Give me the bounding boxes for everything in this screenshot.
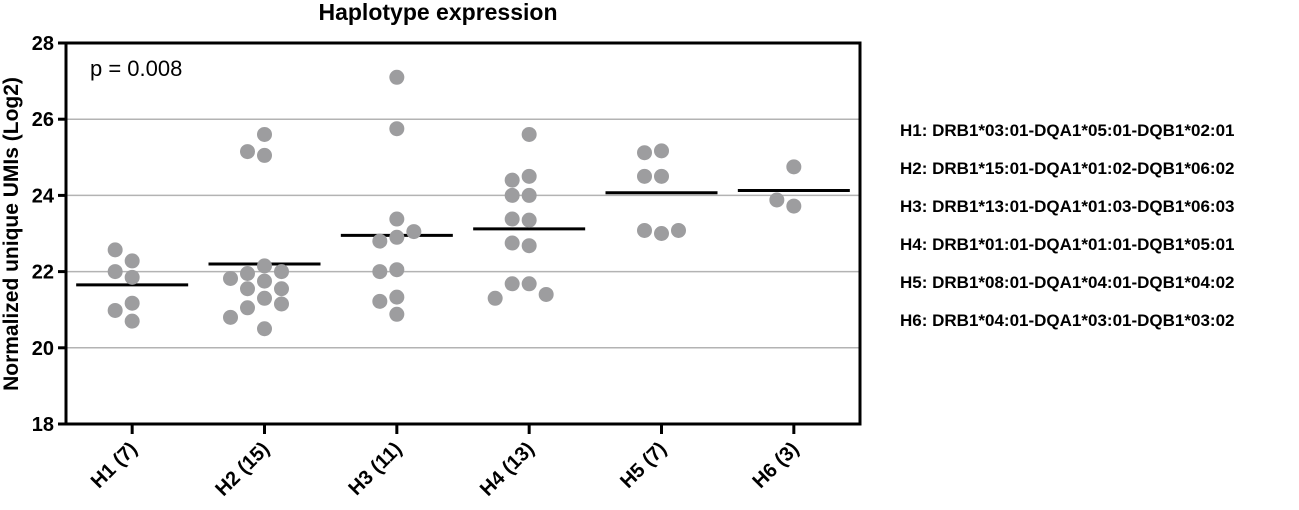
data-point bbox=[107, 302, 123, 318]
data-point bbox=[257, 147, 272, 163]
data-point bbox=[240, 281, 255, 297]
y-tick-label-20: 20 bbox=[32, 338, 54, 360]
data-point bbox=[654, 168, 669, 184]
data-point bbox=[654, 143, 669, 159]
x-tick-label-2: H2 (15) bbox=[211, 438, 274, 501]
y-tick-label-26: 26 bbox=[32, 109, 54, 131]
data-point bbox=[654, 226, 669, 241]
legend-item-h6: H6: DRB1*04:01-DQA1*03:01-DQB1*03:02 bbox=[900, 311, 1235, 330]
data-point bbox=[504, 211, 520, 227]
data-point bbox=[538, 286, 554, 302]
data-point bbox=[274, 281, 289, 297]
legend-item-h4: H4: DRB1*01:01-DQA1*01:01-DQB1*05:01 bbox=[900, 235, 1235, 254]
data-point bbox=[240, 266, 255, 282]
legend-item-h1: H1: DRB1*03:01-DQA1*05:01-DQB1*02:01 bbox=[900, 121, 1235, 140]
data-point bbox=[389, 306, 405, 322]
legend-item-h5: H5: DRB1*08:01-DQA1*04:01-DQB1*04:02 bbox=[900, 273, 1235, 292]
data-point bbox=[521, 126, 537, 142]
data-point bbox=[257, 273, 272, 289]
gridlines bbox=[66, 118, 860, 349]
data-point bbox=[389, 229, 405, 245]
data-point bbox=[389, 121, 405, 137]
data-point bbox=[124, 253, 140, 269]
x-tick-label-6: H6 (3) bbox=[749, 438, 804, 493]
x-tick-label-3: H3 (11) bbox=[344, 438, 406, 500]
y-axis-label: Normalized unique UMIs (Log2) bbox=[0, 77, 23, 391]
legend-item-h3: H3: DRB1*13:01-DQA1*01:03-DQB1*06:03 bbox=[900, 197, 1235, 216]
data-point bbox=[786, 198, 802, 214]
data-point bbox=[504, 187, 520, 203]
data-point bbox=[389, 262, 405, 278]
data-point bbox=[389, 289, 405, 305]
data-point bbox=[257, 258, 272, 274]
data-point bbox=[240, 300, 255, 316]
y-tick-label-18: 18 bbox=[32, 414, 54, 436]
data-point bbox=[274, 296, 289, 312]
data-point bbox=[521, 276, 537, 292]
data-points bbox=[107, 69, 802, 337]
plot-frame bbox=[64, 41, 862, 426]
data-point bbox=[223, 309, 238, 325]
data-point bbox=[521, 187, 537, 203]
x-axis-ticks: H1 (7) H2 (15) H3 (11) H4 (13) H5 (7) H6 (3) bbox=[87, 424, 804, 501]
data-point bbox=[637, 168, 652, 184]
data-point bbox=[107, 264, 123, 280]
data-point bbox=[240, 144, 255, 160]
chart-title: Haplotype expression bbox=[318, 0, 557, 25]
data-point bbox=[671, 222, 686, 238]
data-point bbox=[372, 293, 388, 309]
data-point bbox=[769, 192, 785, 208]
y-tick-label-28: 28 bbox=[32, 33, 54, 55]
haplotype-legend: H1: DRB1*03:01-DQA1*05:01-DQB1*02:01 H2:… bbox=[900, 119, 1299, 347]
y-tick-label-22: 22 bbox=[32, 262, 54, 284]
data-point bbox=[487, 290, 503, 306]
haplotype-chart: Haplotype expression 18 20 22 24 26 28 H1 (7)… bbox=[0, 0, 862, 501]
data-point bbox=[521, 168, 537, 184]
data-point bbox=[389, 211, 405, 227]
data-point bbox=[406, 224, 422, 240]
x-tick-label-1: H1 (7) bbox=[87, 438, 142, 493]
data-point bbox=[257, 321, 272, 337]
data-point bbox=[124, 313, 140, 329]
data-point bbox=[521, 212, 537, 228]
data-point bbox=[124, 269, 140, 285]
data-point bbox=[257, 290, 272, 306]
legend-item-h2: H2: DRB1*15:01-DQA1*01:02-DQB1*06:02 bbox=[900, 159, 1235, 178]
y-axis-ticks: 18 20 22 24 26 28 bbox=[32, 33, 66, 436]
data-point bbox=[637, 145, 652, 161]
data-point bbox=[124, 295, 140, 311]
data-point bbox=[107, 242, 123, 258]
data-point bbox=[521, 238, 537, 254]
y-tick-label-24: 24 bbox=[32, 185, 55, 207]
p-value-annotation: p = 0.008 bbox=[90, 56, 182, 81]
median-lines bbox=[76, 188, 850, 287]
data-point bbox=[274, 264, 289, 280]
data-point bbox=[372, 264, 388, 280]
data-point bbox=[637, 222, 652, 238]
x-tick-label-4: H4 (13) bbox=[476, 438, 539, 501]
data-point bbox=[504, 235, 520, 251]
data-point bbox=[389, 69, 405, 85]
data-point bbox=[504, 172, 520, 188]
data-point bbox=[504, 276, 520, 292]
data-point bbox=[786, 159, 802, 175]
data-point bbox=[372, 233, 388, 249]
data-point bbox=[223, 270, 238, 286]
x-tick-label-5: H5 (7) bbox=[616, 438, 671, 493]
data-point bbox=[257, 126, 272, 142]
